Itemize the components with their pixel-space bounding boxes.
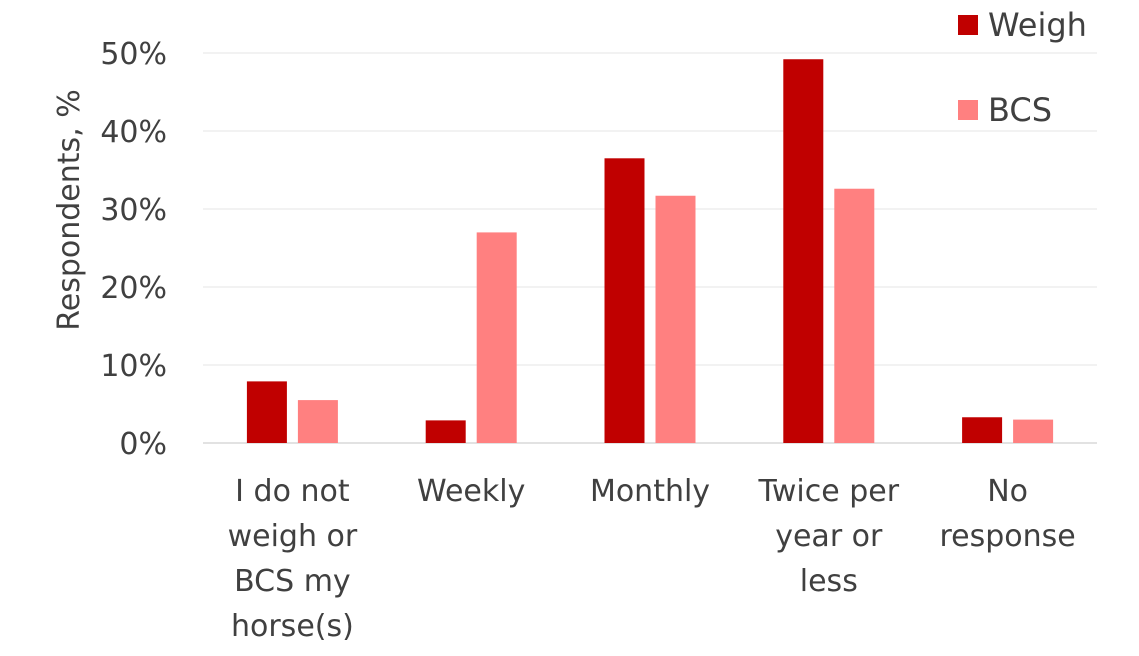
y-tick-label: 30%	[100, 193, 167, 228]
legend-swatch-weigh	[958, 15, 978, 35]
bar-bcs-4	[1013, 419, 1054, 443]
bar-bcs-3	[834, 188, 875, 443]
y-axis-title: Respondents, %	[52, 89, 87, 330]
y-tick-label: 20%	[100, 271, 167, 306]
x-category-label: No	[987, 474, 1028, 509]
bar-weigh-2	[604, 158, 645, 444]
y-tick-label: 40%	[100, 115, 167, 150]
bar-weigh-4	[962, 417, 1003, 443]
bar-weigh-1	[425, 420, 466, 443]
x-axis-categories: I do not weigh or BCS my horse(s) Weekly Mont…	[228, 474, 1076, 644]
y-axis-ticks: 0% 10% 20% 30% 40% 50%	[100, 37, 167, 462]
bar-bcs-1	[476, 232, 517, 443]
x-category-label: Monthly	[590, 474, 710, 509]
x-category-label: less	[800, 564, 858, 599]
bars	[246, 59, 1054, 444]
y-tick-label: 10%	[100, 349, 167, 384]
x-category-label: Weekly	[417, 474, 525, 509]
x-category-label: weigh or	[228, 519, 358, 554]
legend-label-bcs: BCS	[988, 91, 1052, 129]
y-tick-label: 50%	[100, 37, 167, 72]
x-category-label: horse(s)	[231, 609, 354, 644]
legend-label-weigh: Weigh	[988, 6, 1087, 44]
bar-weigh-0	[246, 381, 287, 443]
gridlines	[203, 52, 1097, 444]
x-category-label: I do not	[235, 474, 350, 509]
bar-bcs-0	[297, 400, 338, 443]
bar-bcs-2	[655, 195, 696, 443]
y-tick-label: 0%	[119, 427, 167, 462]
legend-swatch-bcs	[958, 100, 978, 120]
x-category-label: BCS my	[234, 564, 351, 599]
bar-weigh-3	[783, 59, 824, 444]
x-category-label: Twice per	[758, 474, 900, 509]
x-category-label: response	[939, 519, 1075, 554]
x-category-label: year or	[775, 519, 883, 554]
legend: Weigh BCS	[958, 6, 1087, 129]
